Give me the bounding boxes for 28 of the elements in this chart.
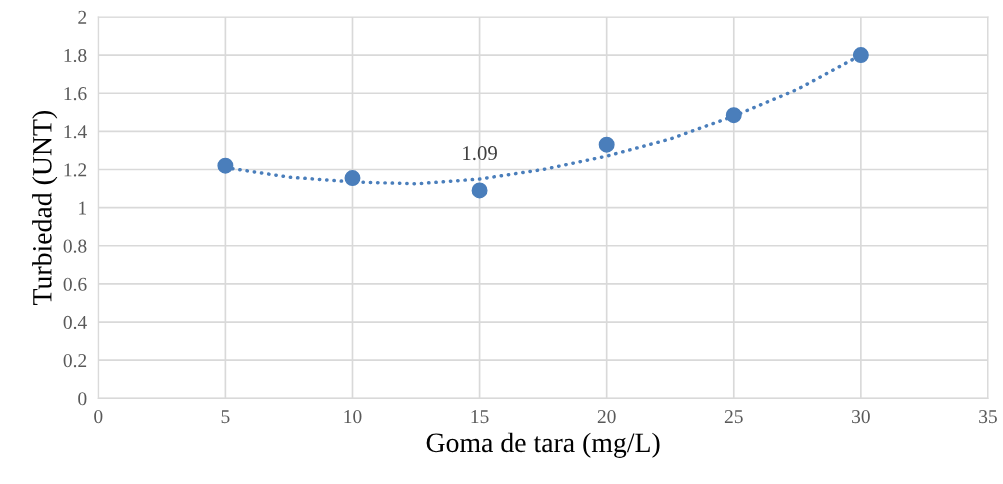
y-tick-label: 2 xyxy=(78,10,87,24)
y-tick-label: 0.8 xyxy=(63,239,87,253)
y-tick-label: 0 xyxy=(78,392,87,406)
y-axis-title: Turbiedad (UNT) xyxy=(32,111,58,305)
point xyxy=(725,107,742,124)
point xyxy=(852,47,869,64)
x-tick-label: 5 xyxy=(221,410,230,424)
x-tick-label: 15 xyxy=(471,410,489,424)
point xyxy=(344,170,361,187)
data-label: 1.09 xyxy=(463,146,497,161)
x-tick-label: 25 xyxy=(724,410,743,424)
point xyxy=(471,182,488,199)
x-tick-label: 30 xyxy=(852,410,870,424)
x-tick-label: 10 xyxy=(344,410,362,424)
y-tick-label: 0.2 xyxy=(63,354,87,368)
y-tick-label: 1.2 xyxy=(64,163,87,177)
x-tick-label: 20 xyxy=(597,410,616,424)
y-tick-label: 1.6 xyxy=(64,87,87,101)
y-tick-label: 0.6 xyxy=(63,277,87,291)
x-tick-label: 35 xyxy=(979,410,997,424)
point xyxy=(598,136,615,153)
y-tick-label: 1.4 xyxy=(64,125,87,139)
y-tick-label: 1 xyxy=(79,201,87,215)
y-tick-label: 1.8 xyxy=(64,48,87,63)
x-tick-label: 0 xyxy=(94,410,103,424)
point xyxy=(217,157,234,174)
y-tick-label: 0.4 xyxy=(63,315,87,330)
x-axis-title: Goma de tara (mg/L) xyxy=(426,432,660,458)
